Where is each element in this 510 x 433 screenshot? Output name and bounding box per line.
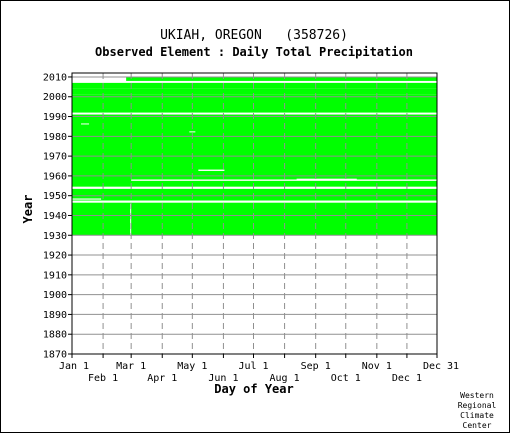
data-coverage-band-0 [72, 202, 437, 236]
data-gap-2 [198, 169, 225, 171]
y-axis-ticks: 2010 2000 1990 1980 1970 1960 1950 1940 1930 1920… [43, 72, 72, 361]
credit-block: Western Regional Climate Center [458, 391, 497, 430]
y-axis-label: Year [21, 195, 35, 224]
y-tick-label-1990: 1990 [43, 112, 67, 123]
data-layer [72, 76, 438, 236]
grid-layer [72, 73, 437, 354]
x-axis-label: Day of Year [214, 382, 293, 396]
data-gap-3 [296, 178, 357, 180]
chart-subtitle: Observed Element : Daily Total Precipita… [95, 45, 413, 59]
x-tick-label-lower-274: Oct 1 [331, 373, 361, 384]
credit-line-3: Climate [460, 411, 494, 420]
y-tick-label-1970: 1970 [43, 152, 67, 163]
y-tick-label-1880: 1880 [43, 330, 67, 341]
data-coverage-band-1 [72, 188, 437, 201]
x-tick-label-upper-365: Dec 31 [423, 361, 459, 372]
credit-line-4: Center [463, 421, 492, 430]
data-gap-5 [72, 186, 437, 189]
data-coverage-band-4 [72, 88, 437, 95]
x-tick-label-lower-152: Jun 1 [208, 373, 238, 384]
y-tick-label-1980: 1980 [43, 132, 67, 143]
gap-layer [72, 123, 437, 236]
data-gap-1 [131, 179, 437, 181]
y-tick-label-1870: 1870 [43, 350, 67, 361]
plot-area [71, 72, 438, 355]
x-axis-ticks: Jan 1 Mar 1 May 1 Jul 1 Sep 1 Nov 1 Dec 31 Feb … [59, 354, 459, 384]
data-gap-7 [189, 131, 196, 133]
x-tick-label-lower-335: Dec 1 [392, 373, 422, 384]
x-tick-label-upper-1: Jan 1 [59, 361, 89, 372]
x-tick-label-upper-121: May 1 [177, 361, 207, 372]
x-tick-label-upper-182: Jul 1 [238, 361, 268, 372]
credit-line-2: Regional [458, 401, 497, 410]
x-tick-label-lower-213: Aug 1 [270, 373, 300, 384]
plot-border [71, 72, 438, 355]
y-tick-label-1940: 1940 [43, 211, 67, 222]
x-tick-label-upper-60: Mar 1 [116, 361, 146, 372]
data-coverage-band-5 [72, 82, 437, 89]
y-tick-label-1920: 1920 [43, 251, 67, 262]
y-tick-label-1890: 1890 [43, 310, 67, 321]
y-tick-label-2010: 2010 [43, 72, 67, 83]
x-tick-label-upper-244: Sep 1 [301, 361, 331, 372]
y-tick-label-2000: 2000 [43, 92, 67, 103]
data-gap-4 [72, 198, 102, 200]
y-tick-label-1900: 1900 [43, 290, 67, 301]
y-tick-label-1930: 1930 [43, 231, 67, 242]
credit-line-1: Western [460, 391, 494, 400]
x-tick-label-lower-32: Feb 1 [88, 373, 118, 384]
data-gap-8 [81, 123, 90, 125]
y-tick-label-1910: 1910 [43, 270, 67, 281]
chart-title: UKIAH, OREGON (358726) [160, 28, 348, 43]
data-coverage-band-2 [72, 114, 437, 187]
data-coverage-band-3 [72, 94, 437, 113]
x-tick-label-upper-305: Nov 1 [362, 361, 392, 372]
y-tick-label-1960: 1960 [43, 171, 67, 182]
y-tick-label-1950: 1950 [43, 191, 67, 202]
data-coverage-band-6 [126, 76, 438, 81]
data-gap-0 [130, 203, 132, 236]
data-gap-6 [72, 200, 437, 203]
x-tick-label-lower-91: Apr 1 [147, 373, 177, 384]
